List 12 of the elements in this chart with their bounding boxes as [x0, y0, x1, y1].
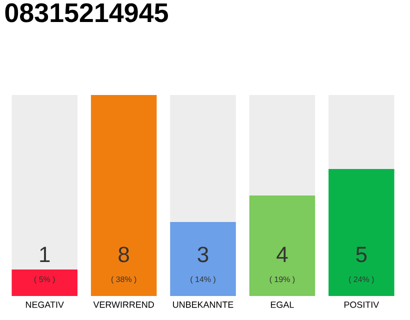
x-tick-label: NEGATIV: [26, 302, 64, 308]
chart-title: 08315214945: [5, 3, 168, 22]
x-tick-label: EGAL: [270, 302, 294, 308]
annotation: 1: [40, 246, 50, 262]
annotation: 5: [356, 246, 367, 262]
x-tick-label: POSITIV: [344, 302, 380, 308]
x-tick-label: VERWIRREND: [93, 302, 154, 308]
annotation: 4: [276, 246, 288, 262]
bar: [12, 270, 78, 296]
x-tick-label: UNBEKANNTE: [173, 302, 234, 308]
annotation: 8: [118, 246, 129, 262]
annotation: 3: [198, 246, 208, 262]
